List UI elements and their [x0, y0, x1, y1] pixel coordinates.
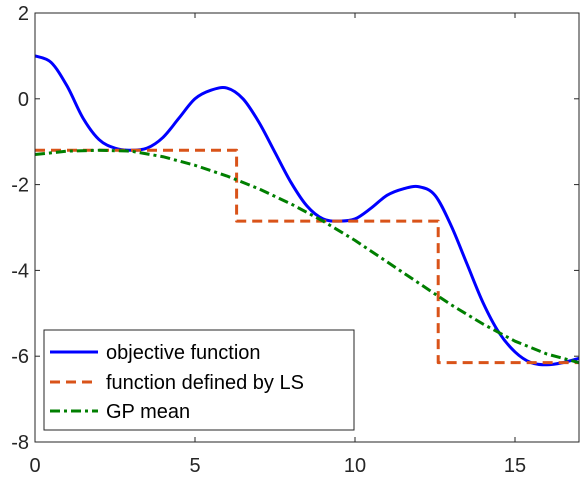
x-tick-label: 15: [504, 455, 526, 477]
y-tick-label: -2: [11, 175, 29, 197]
series-gp-mean: [35, 148, 579, 365]
plot-area-frame: [34, 12, 580, 443]
legend-label-objective: objective function: [106, 342, 261, 364]
y-tick-label: 2: [18, 3, 29, 25]
legend: objective function function defined by L…: [43, 329, 355, 431]
x-tick-label: 0: [29, 455, 40, 477]
x-tick-label: 10: [344, 455, 366, 477]
legend-label-ls: function defined by LS: [106, 372, 304, 394]
series-ls-function: [35, 148, 579, 365]
x-tick-label: 5: [189, 455, 200, 477]
y-tick-label: -4: [11, 260, 29, 282]
series-layer: [35, 54, 579, 367]
y-tick-label: 0: [18, 89, 29, 111]
legend-label-gp: GP mean: [106, 401, 190, 423]
y-tick-label: -8: [11, 432, 29, 454]
legend-box: [43, 329, 355, 431]
y-tick-label: -6: [11, 346, 29, 368]
